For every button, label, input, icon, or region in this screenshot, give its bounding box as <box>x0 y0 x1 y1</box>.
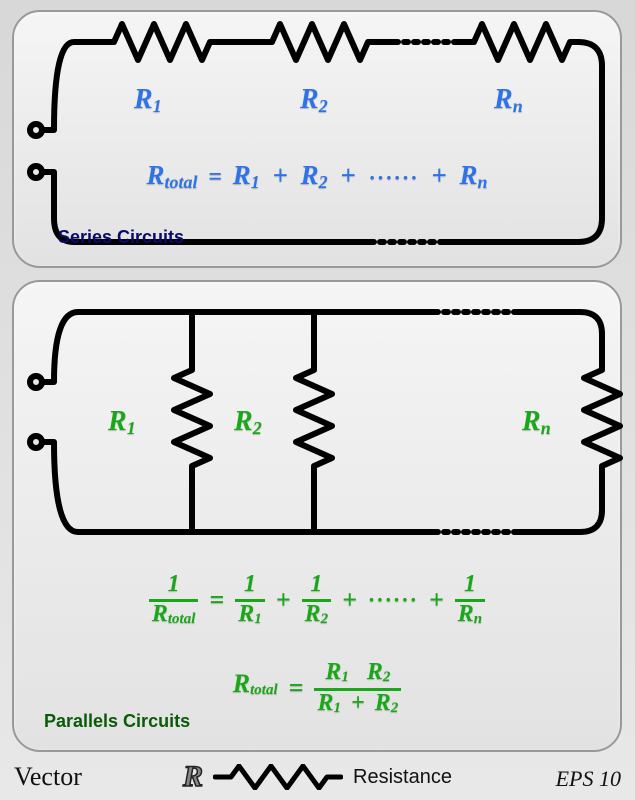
parallel-rn-label: Rn <box>522 406 551 439</box>
footer-resistance-label: Resistance <box>347 766 452 788</box>
footer-eps: EPS 10 <box>556 766 621 792</box>
parallel-r1-label: R1 <box>108 406 136 439</box>
series-formula: Rtotal = R1 + R2 + ······ + Rn <box>14 160 620 193</box>
parallel-r2-label: R2 <box>234 406 262 439</box>
resistor-icon <box>213 764 343 790</box>
footer: Vector R Resistance EPS 10 <box>0 756 635 800</box>
parallel-formula-2: Rtotal = R1 R2 R1 + R2 <box>14 660 620 717</box>
series-rn-label: Rn <box>494 84 523 117</box>
series-r1-label: R1 <box>134 84 162 117</box>
footer-r-glyph: R <box>183 760 209 793</box>
series-title: Series Circuits <box>58 227 184 248</box>
series-panel: R1 R2 Rn Rtotal = R1 + R2 + ······ + Rn … <box>12 10 622 268</box>
parallel-formula-1: 1 Rtotal = 1 R1 + 1 R2 + ······ + 1 Rn <box>14 572 620 628</box>
parallel-title: Parallels Circuits <box>44 711 190 732</box>
parallel-panel: R1 R2 Rn 1 Rtotal = 1 R1 + 1 R2 + ······… <box>12 280 622 752</box>
series-r2-label: R2 <box>300 84 328 117</box>
footer-center: R Resistance <box>0 760 635 794</box>
